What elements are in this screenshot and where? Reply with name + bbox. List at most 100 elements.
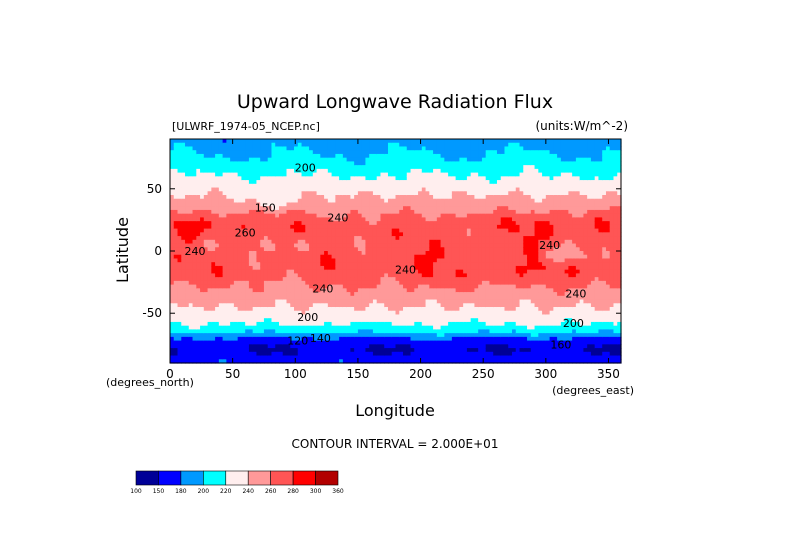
heatmap-cell	[200, 359, 205, 364]
heatmap-cell	[384, 191, 389, 196]
heatmap-cell	[305, 280, 310, 286]
heatmap-cell	[433, 329, 438, 334]
heatmap-cell	[188, 165, 194, 170]
heatmap-cell	[478, 333, 483, 338]
heatmap-cell	[271, 359, 276, 364]
heatmap-cell	[369, 277, 374, 282]
heatmap-cell	[459, 228, 464, 233]
heatmap-cell	[181, 161, 186, 166]
heatmap-cell	[339, 340, 344, 345]
heatmap-cell	[177, 348, 182, 353]
heatmap-cell	[391, 157, 397, 162]
heatmap-cell	[354, 321, 359, 327]
heatmap-cell	[444, 295, 449, 301]
heatmap-cell	[241, 176, 246, 181]
heatmap-cell	[361, 183, 367, 189]
heatmap-cell	[248, 157, 254, 162]
heatmap-cell	[403, 176, 408, 181]
heatmap-cell	[335, 161, 340, 166]
heatmap-cell	[177, 142, 182, 148]
heatmap-cell	[429, 187, 434, 192]
heatmap-cell	[478, 176, 483, 181]
heatmap-cell	[320, 187, 325, 192]
heatmap-cell	[211, 340, 216, 345]
heatmap-cell	[387, 150, 393, 155]
heatmap-cell	[410, 228, 415, 233]
heatmap-cell	[256, 187, 261, 192]
heatmap-cell	[436, 247, 442, 252]
heatmap-cell	[365, 191, 370, 196]
heatmap-cell	[429, 157, 434, 162]
heatmap-cell	[196, 333, 201, 338]
heatmap-cell	[215, 277, 220, 282]
heatmap-cell	[387, 195, 393, 200]
heatmap-cell	[387, 265, 393, 271]
heatmap-cell	[271, 236, 276, 241]
heatmap-cell	[436, 221, 442, 226]
heatmap-cell	[320, 247, 325, 252]
heatmap-cell	[391, 295, 397, 301]
heatmap-cell	[241, 262, 246, 267]
heatmap-cell	[275, 224, 280, 230]
heatmap-cell	[294, 262, 299, 267]
heatmap-cell	[414, 314, 419, 319]
heatmap-cell	[290, 209, 295, 215]
heatmap-cell	[440, 228, 445, 233]
heatmap-cell	[290, 198, 295, 204]
heatmap-cell	[470, 213, 476, 218]
heatmap-cell	[278, 191, 284, 196]
heatmap-cell	[429, 161, 434, 166]
heatmap-cell	[339, 269, 344, 274]
heatmap-cell	[222, 269, 227, 274]
heatmap-cell	[470, 195, 476, 200]
heatmap-cell	[384, 161, 389, 166]
heatmap-cell	[215, 251, 220, 256]
heatmap-cell	[335, 351, 340, 357]
heatmap-cell	[170, 344, 175, 349]
heatmap-cell	[233, 213, 239, 218]
heatmap-cell	[218, 314, 224, 319]
heatmap-cell	[230, 243, 235, 248]
heatmap-cell	[354, 161, 359, 166]
heatmap-cell	[448, 161, 453, 166]
heatmap-cell	[260, 292, 265, 297]
heatmap-cell	[267, 325, 273, 330]
heatmap-cell	[200, 336, 205, 342]
heatmap-cell	[316, 265, 321, 271]
heatmap-cell	[324, 191, 329, 196]
heatmap-cell	[177, 280, 182, 286]
heatmap-cell	[271, 209, 276, 215]
heatmap-cell	[369, 262, 374, 267]
heatmap-cell	[200, 206, 205, 211]
heatmap-cell	[290, 280, 295, 286]
heatmap-cell	[391, 243, 397, 248]
heatmap-cell	[324, 280, 329, 286]
heatmap-cell	[365, 348, 370, 353]
heatmap-cell	[237, 273, 243, 278]
heatmap-cell	[324, 209, 329, 215]
heatmap-cell	[478, 206, 483, 211]
heatmap-cell	[376, 273, 382, 278]
heatmap-cell	[421, 269, 427, 274]
heatmap-cell	[170, 157, 175, 162]
heatmap-cell	[226, 213, 231, 218]
heatmap-cell	[421, 180, 427, 185]
heatmap-cell	[173, 142, 179, 148]
heatmap-cell	[241, 340, 246, 345]
heatmap-cell	[218, 168, 224, 174]
heatmap-cell	[181, 202, 186, 207]
heatmap-cell	[185, 340, 190, 345]
heatmap-cell	[241, 258, 246, 263]
heatmap-cell	[433, 340, 438, 345]
heatmap-cell	[301, 284, 306, 289]
heatmap-cell	[350, 280, 355, 286]
heatmap-cell	[410, 333, 415, 338]
heatmap-cell	[309, 176, 314, 181]
heatmap-cell	[230, 351, 235, 357]
heatmap-cell	[463, 239, 468, 245]
heatmap-cell	[451, 333, 457, 338]
heatmap-cell	[331, 265, 336, 271]
heatmap-cell	[365, 299, 370, 304]
heatmap-cell	[173, 329, 179, 334]
heatmap-cell	[181, 195, 186, 200]
